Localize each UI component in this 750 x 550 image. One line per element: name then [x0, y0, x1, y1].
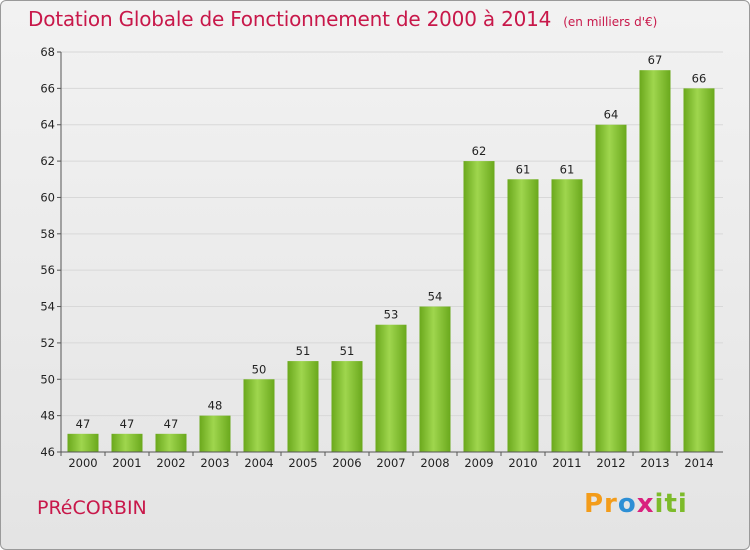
- bar: [463, 161, 495, 452]
- chart-title: Dotation Globale de Fonctionnement de 20…: [28, 7, 552, 31]
- bar: [551, 179, 583, 453]
- x-tick-label: 2012: [596, 456, 625, 470]
- chart-subtitle: (en milliers d'€): [563, 15, 658, 29]
- data-label: 50: [252, 362, 267, 376]
- x-tick-label: 2010: [508, 456, 537, 470]
- data-label: 47: [76, 417, 91, 431]
- bar: [595, 124, 627, 453]
- commune-name: PRéCORBIN: [37, 497, 147, 519]
- x-tick-label: 2009: [464, 456, 493, 470]
- data-label: 67: [648, 53, 663, 67]
- x-tick-label: 2007: [376, 456, 405, 470]
- data-label: 51: [296, 344, 311, 358]
- x-tick-label: 2004: [244, 456, 273, 470]
- y-tick-label: 64: [40, 118, 55, 132]
- y-tick-label: 58: [40, 227, 55, 241]
- bar: [199, 415, 231, 452]
- data-label: 61: [516, 162, 531, 176]
- y-tick-label: 62: [40, 154, 55, 168]
- logo-part-2: o: [617, 489, 637, 519]
- bar: [111, 433, 143, 452]
- data-label: 64: [604, 108, 619, 122]
- x-tick-label: 2005: [288, 456, 317, 470]
- data-label: 62: [472, 144, 487, 158]
- bars: 47 47 47 48 50 51 51 53 54 62 61 61 64 67 66: [67, 53, 715, 453]
- y-tick-label: 60: [40, 190, 55, 204]
- bar: [507, 179, 539, 453]
- logo-part-4: iti: [654, 489, 688, 519]
- y-tick-label: 46: [40, 445, 55, 459]
- bar: [419, 306, 451, 452]
- data-label: 54: [428, 290, 443, 304]
- proxiti-logo[interactable]: Proxiti: [584, 489, 688, 519]
- y-tick-label: 66: [40, 81, 55, 95]
- x-tick-label: 2001: [112, 456, 141, 470]
- x-tick-label: 2000: [68, 456, 97, 470]
- chart-title-row: Dotation Globale de Fonctionnement de 20…: [28, 7, 657, 31]
- bar: [375, 324, 407, 452]
- x-tick-label: 2014: [684, 456, 713, 470]
- logo-part-1: Pr: [584, 489, 618, 519]
- data-label: 47: [164, 417, 179, 431]
- bar: [243, 379, 275, 452]
- data-label: 53: [384, 308, 399, 322]
- data-label: 61: [560, 162, 575, 176]
- bar: [67, 433, 99, 452]
- y-tick-label: 52: [40, 336, 55, 350]
- bar: [155, 433, 187, 452]
- x-tick-label: 2013: [640, 456, 669, 470]
- bar: [683, 88, 715, 452]
- bar: [331, 361, 363, 452]
- y-tick-label: 68: [40, 45, 55, 59]
- y-tick-label: 50: [40, 372, 55, 386]
- x-tick-label: 2011: [552, 456, 581, 470]
- x-tick-label: 2008: [420, 456, 449, 470]
- x-tick-label: 2003: [200, 456, 229, 470]
- y-tick-label: 48: [40, 409, 55, 423]
- data-label: 51: [340, 344, 355, 358]
- logo-part-3: x: [636, 489, 655, 519]
- data-label: 48: [208, 399, 223, 413]
- x-tick-label: 2006: [332, 456, 361, 470]
- x-tick-label: 2002: [156, 456, 185, 470]
- data-label: 47: [120, 417, 135, 431]
- y-tick-label: 56: [40, 263, 55, 277]
- axes: 46 48 50 52 54 56 58 60 62 64 66 68 2000 2001 2002 2003…: [40, 45, 723, 470]
- data-label: 66: [692, 71, 707, 85]
- bar: [639, 70, 671, 452]
- y-tick-label: 54: [40, 300, 55, 314]
- bar: [287, 361, 319, 452]
